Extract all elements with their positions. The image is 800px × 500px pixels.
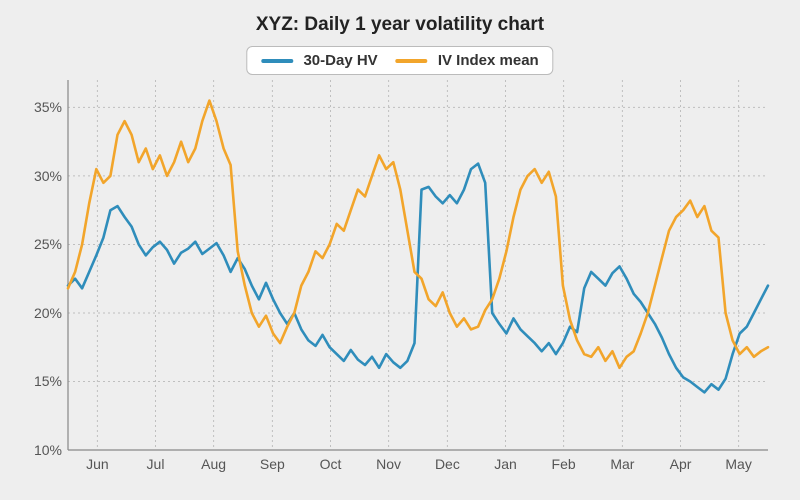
x-tick-label: Feb	[552, 450, 576, 472]
chart-title: XYZ: Daily 1 year volatility chart	[0, 14, 800, 36]
x-tick-label: Sep	[260, 450, 285, 472]
y-tick-label: 10%	[22, 442, 68, 458]
y-tick-label: 25%	[22, 236, 68, 252]
x-tick-label: Jul	[147, 450, 165, 472]
y-tick-label: 20%	[22, 305, 68, 321]
y-tick-label: 15%	[22, 373, 68, 389]
series-line-iv	[68, 101, 768, 368]
x-tick-label: Aug	[201, 450, 226, 472]
x-tick-label: May	[725, 450, 751, 472]
legend-item-hv: 30-Day HV	[261, 52, 377, 69]
legend-label-hv: 30-Day HV	[303, 52, 377, 69]
legend-item-iv: IV Index mean	[396, 52, 539, 69]
x-tick-label: Dec	[435, 450, 460, 472]
x-tick-label: Nov	[376, 450, 401, 472]
x-tick-label: Oct	[320, 450, 342, 472]
series-line-hv	[68, 164, 768, 393]
y-tick-label: 30%	[22, 168, 68, 184]
legend: 30-Day HV IV Index mean	[246, 46, 553, 75]
x-tick-label: Jan	[494, 450, 517, 472]
plot-svg	[68, 80, 768, 450]
x-tick-label: Apr	[670, 450, 692, 472]
plot-area: 10%15%20%25%30%35%JunJulAugSepOctNovDecJ…	[68, 80, 768, 450]
y-tick-label: 35%	[22, 99, 68, 115]
legend-label-iv: IV Index mean	[438, 52, 539, 69]
volatility-chart: XYZ: Daily 1 year volatility chart 30-Da…	[0, 0, 800, 500]
legend-swatch-hv	[261, 59, 293, 63]
x-tick-label: Jun	[86, 450, 109, 472]
x-tick-label: Mar	[610, 450, 634, 472]
legend-swatch-iv	[396, 59, 428, 63]
